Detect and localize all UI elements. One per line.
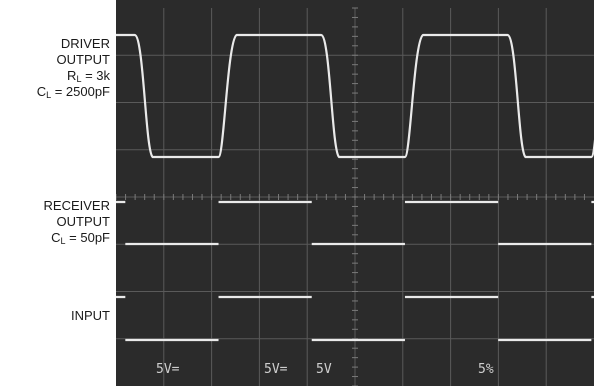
- receiver-output-label: RECEIVER OUTPUT CL = 50pF: [44, 198, 110, 246]
- scale-label: 5%: [478, 362, 494, 377]
- input-label-line: INPUT: [71, 308, 110, 323]
- trace-driver_output: [116, 33, 594, 159]
- trace-input: [116, 295, 594, 342]
- trace-receiver_output: [116, 200, 594, 246]
- oscilloscope-plot: 5V= 5V= 5V 5%: [116, 0, 594, 386]
- scale-label: 5V=: [156, 362, 180, 377]
- channel-labels: DRIVER OUTPUT RL = 3k CL = 2500pF RECEIV…: [0, 0, 112, 386]
- driver-output-label: DRIVER OUTPUT RL = 3k CL = 2500pF: [37, 36, 110, 100]
- receiver-output-label-line: RECEIVER: [43, 198, 110, 213]
- traces: [116, 33, 594, 342]
- oscilloscope-screen: 5V= 5V= 5V 5%: [116, 0, 594, 386]
- driver-output-label-line: DRIVER: [60, 36, 110, 51]
- scale-label: 5V: [316, 362, 332, 377]
- input-label: INPUT: [71, 308, 110, 324]
- scale-label: 5V=: [264, 362, 288, 377]
- driver-load-capacitance: CL = 2500pF: [36, 84, 110, 100]
- receiver-load-capacitance: CL = 50pF: [51, 230, 110, 246]
- driver-output-label-line: OUTPUT: [56, 52, 110, 67]
- driver-load-resistance: RL = 3k: [67, 68, 110, 84]
- scale-readouts: 5V= 5V= 5V 5%: [156, 362, 494, 377]
- receiver-output-label-line: OUTPUT: [56, 214, 110, 229]
